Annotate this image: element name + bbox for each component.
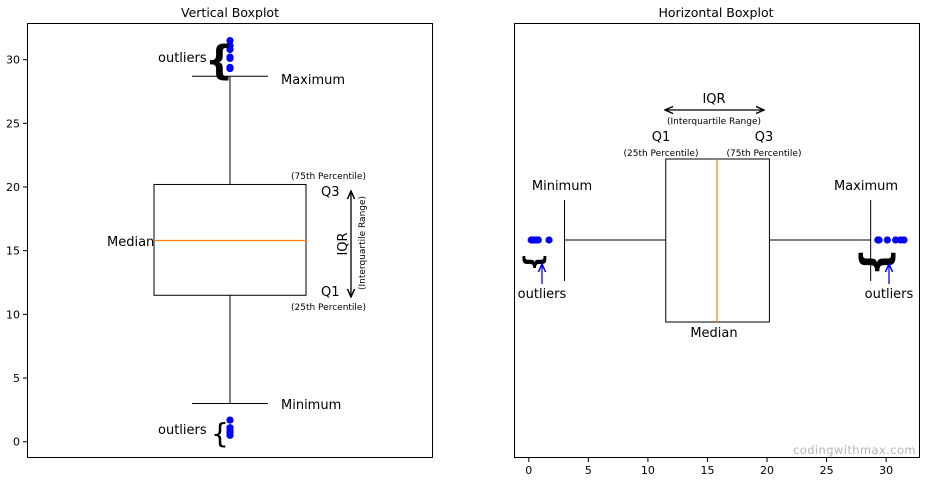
outlier-point — [875, 236, 883, 244]
outlier-point — [226, 36, 234, 45]
horizontal-box-elements — [564, 158, 872, 323]
vertical-box-elements — [153, 75, 307, 405]
v-q3-note: (75th Percentile) — [291, 172, 366, 182]
v-q3-label: Q3 — [321, 185, 340, 200]
outlier-point — [226, 42, 234, 50]
v-iqr-note: (Interquartile Range) — [358, 196, 368, 290]
x-tick-label: 10 — [641, 464, 655, 477]
x-tick-label: 20 — [760, 464, 774, 477]
h-outliers-left-label: outliers — [518, 287, 567, 302]
v-median-label: Median — [107, 235, 154, 250]
h-q1-note: (25th Percentile) — [624, 149, 699, 159]
vertical-chart-title: Vertical Boxplot — [181, 5, 279, 20]
y-tick-label: 20 — [6, 181, 20, 194]
outlier-point — [226, 424, 234, 432]
horizontal-x-axis: 0 5 10 15 20 25 30 — [525, 457, 893, 477]
h-q3-label: Q3 — [755, 130, 774, 145]
outlier-point — [226, 53, 234, 61]
h-outliers-right-brace: { — [853, 248, 899, 276]
v-q1-note: (25th Percentile) — [291, 303, 366, 313]
x-tick-label: 25 — [820, 464, 834, 477]
h-iqr-label: IQR — [702, 92, 725, 107]
h-iqr-note: (Interquartile Range) — [667, 117, 761, 127]
x-tick-label: 5 — [585, 464, 592, 477]
v-outliers-top-label: outliers — [158, 51, 207, 66]
outlier-point — [900, 236, 908, 244]
box-iqr — [153, 183, 307, 296]
x-tick-label: 30 — [879, 464, 893, 477]
y-tick-label: 25 — [6, 117, 20, 130]
h-median-label: Median — [690, 326, 737, 341]
y-tick-label: 15 — [6, 245, 20, 258]
horizontal-outlier-points — [527, 236, 908, 244]
y-tick-label: 10 — [6, 308, 20, 321]
outlier-point — [545, 236, 553, 244]
v-iqr-label: IQR — [336, 232, 351, 255]
v-outliers-bottom-label: outliers — [158, 423, 207, 438]
v-minimum-label: Minimum — [281, 398, 341, 413]
watermark: codingwithmax.com — [793, 443, 916, 457]
horizontal-boxplot-panel: Horizontal Boxplot 0 5 10 15 20 25 30 IQR (Int… — [514, 5, 920, 477]
h-outliers-left-brace: { — [519, 253, 549, 272]
v-outliers-bottom-brace: { — [211, 417, 229, 450]
y-tick-label: 0 — [13, 436, 20, 449]
outlier-point — [226, 63, 234, 71]
horizontal-plot-frame — [514, 23, 920, 458]
h-q1-label: Q1 — [652, 130, 671, 145]
vertical-y-axis: 0 5 10 15 20 25 30 — [6, 54, 28, 449]
y-tick-label: 5 — [13, 372, 20, 385]
h-outliers-right-label: outliers — [865, 287, 914, 302]
h-minimum-label: Minimum — [532, 179, 592, 194]
vertical-outlier-points — [226, 36, 234, 439]
vertical-boxplot-panel: Vertical Boxplot 0 5 10 15 20 25 30 outliers {… — [6, 5, 433, 458]
outlier-point — [883, 236, 891, 244]
x-tick-label: 15 — [700, 464, 714, 477]
v-outliers-top-brace: { — [205, 38, 233, 84]
y-tick-label: 30 — [6, 54, 20, 67]
outlier-point — [534, 236, 542, 244]
vertical-plot-frame — [27, 23, 433, 458]
horizontal-chart-title: Horizontal Boxplot — [659, 5, 774, 20]
v-maximum-label: Maximum — [281, 73, 345, 88]
h-q3-note: (75th Percentile) — [727, 149, 802, 159]
outlier-point — [226, 416, 234, 424]
h-maximum-label: Maximum — [834, 179, 898, 194]
x-tick-label: 0 — [525, 464, 532, 477]
v-q1-label: Q1 — [321, 285, 340, 300]
